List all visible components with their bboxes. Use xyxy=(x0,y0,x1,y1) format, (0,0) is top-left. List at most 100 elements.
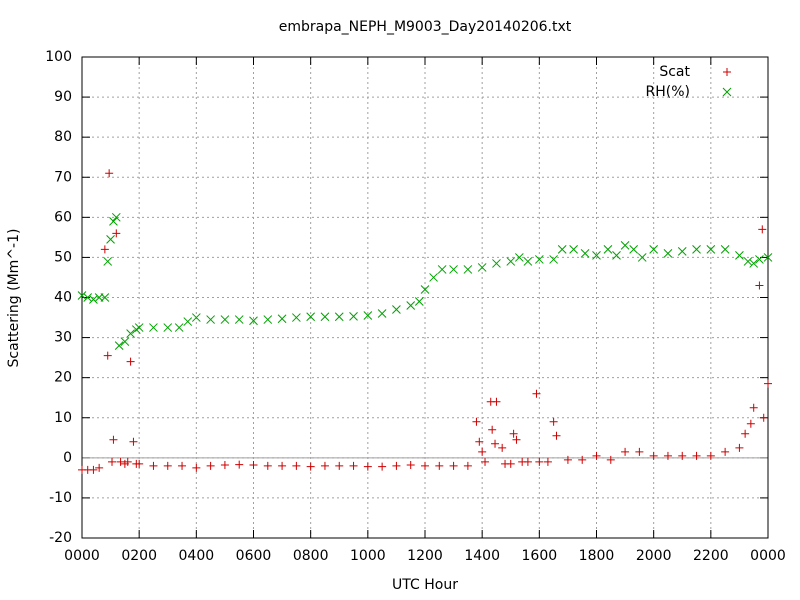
data-point xyxy=(637,253,647,262)
data-point xyxy=(463,265,473,274)
y-axis-label: Scattering (Mm^-1) xyxy=(6,229,22,368)
x-tick-label: 2200 xyxy=(693,548,729,564)
data-point xyxy=(277,314,287,324)
data-point xyxy=(109,435,118,444)
data-point xyxy=(89,465,98,474)
data-point xyxy=(183,317,193,326)
data-point xyxy=(135,459,144,468)
data-point xyxy=(123,457,132,466)
data-point xyxy=(406,301,416,310)
data-point xyxy=(649,245,659,254)
data-point xyxy=(492,259,501,268)
data-point xyxy=(95,463,104,472)
x-tick-label: 1800 xyxy=(579,548,615,564)
y-tick-label: 60 xyxy=(54,209,72,225)
data-point xyxy=(755,281,764,290)
data-point xyxy=(363,311,373,320)
data-point xyxy=(741,429,750,438)
data-point xyxy=(532,389,541,398)
data-point xyxy=(592,251,601,260)
data-point xyxy=(392,461,401,470)
y-tick-label: 90 xyxy=(54,89,72,105)
data-point xyxy=(77,291,87,300)
data-point xyxy=(435,461,444,470)
data-point xyxy=(377,309,387,318)
data-point xyxy=(349,461,358,470)
data-point xyxy=(677,247,687,256)
data-point xyxy=(720,245,730,254)
data-point xyxy=(498,443,507,452)
data-point xyxy=(506,257,516,266)
data-point xyxy=(89,295,98,304)
data-point xyxy=(178,461,187,470)
data-point xyxy=(131,325,141,334)
data-point xyxy=(392,305,401,314)
data-point xyxy=(263,461,272,470)
x-tick-label: 0800 xyxy=(293,548,329,564)
data-point xyxy=(220,461,229,470)
data-point xyxy=(488,425,497,434)
data-point xyxy=(429,273,438,282)
data-point xyxy=(437,265,447,274)
data-point xyxy=(692,245,701,254)
data-point xyxy=(174,323,184,332)
data-point xyxy=(278,461,287,470)
data-point xyxy=(759,413,768,422)
data-point xyxy=(478,447,487,456)
data-point xyxy=(306,312,316,322)
data-point xyxy=(549,417,558,426)
data-point xyxy=(235,460,244,469)
data-point xyxy=(116,457,125,466)
data-point xyxy=(363,462,372,471)
y-tick-label: 50 xyxy=(54,249,72,265)
data-point xyxy=(105,169,114,178)
data-point xyxy=(234,315,244,324)
data-point xyxy=(206,315,215,324)
y-tick-label: 30 xyxy=(54,330,72,346)
x-tick-label: 0600 xyxy=(236,548,272,564)
data-point xyxy=(406,461,415,470)
data-point xyxy=(320,312,330,322)
data-point xyxy=(549,255,558,264)
data-point xyxy=(606,455,615,464)
data-point xyxy=(334,312,344,322)
data-point xyxy=(580,249,590,258)
data-point xyxy=(578,455,587,464)
y-tick-label: 100 xyxy=(45,49,72,65)
data-point xyxy=(706,245,716,254)
data-point xyxy=(206,461,215,470)
data-point xyxy=(120,337,130,346)
data-point xyxy=(421,461,429,470)
data-point xyxy=(629,245,639,254)
data-point xyxy=(721,447,730,456)
data-point xyxy=(534,255,544,264)
data-point xyxy=(492,397,501,406)
data-point xyxy=(663,249,673,258)
data-point xyxy=(103,257,113,266)
data-point xyxy=(481,457,490,466)
data-point xyxy=(114,341,124,350)
x-tick-label: 2000 xyxy=(636,548,672,564)
data-point xyxy=(109,216,118,226)
data-point xyxy=(763,253,773,262)
data-point xyxy=(749,403,758,412)
data-point xyxy=(523,457,532,466)
y-tick-label: 10 xyxy=(54,410,72,426)
data-point xyxy=(749,259,759,268)
data-point xyxy=(678,451,687,460)
data-point xyxy=(592,451,601,460)
data-point xyxy=(378,462,387,471)
plot-border xyxy=(81,56,769,539)
data-point xyxy=(512,435,521,444)
chart-title: embrapa_NEPH_M9003_Day20140206.txt xyxy=(279,19,572,35)
x-tick-label: 1000 xyxy=(350,548,386,564)
data-point xyxy=(706,451,715,460)
data-point xyxy=(743,257,753,266)
data-point xyxy=(603,245,613,254)
data-point xyxy=(292,313,301,322)
y-tick-label: 70 xyxy=(54,169,72,185)
data-point xyxy=(249,316,258,326)
data-point xyxy=(569,245,578,254)
data-point xyxy=(126,329,135,338)
